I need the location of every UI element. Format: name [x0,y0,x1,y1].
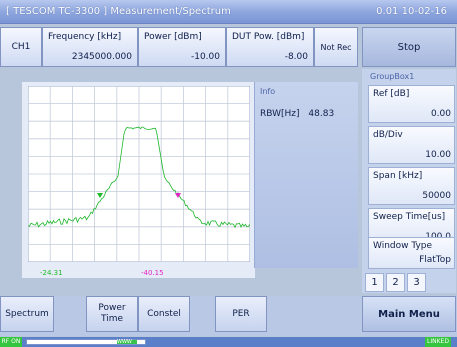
rbw-value: 48.83 [308,109,335,119]
progress-label: WWW [117,339,132,345]
dut-power-label: DUT Pow. [dBm] [232,32,305,42]
not-rec-button[interactable]: Not Rec [314,27,358,67]
title-bar: [ TESCOM TC-3300 ] Measurement/Spectrum … [0,0,457,24]
plot-grid [28,86,250,262]
spectrum-plot [28,86,250,262]
dut-power-value: -8.00 [284,52,308,62]
ref-param-field[interactable]: Ref [dB] 0.00 [368,85,455,123]
side-panel: GroupBox1 Ref [dB] 0.00 dB/Div 10.00 Spa… [362,69,456,293]
datetime: 0.01 10-02-16 [376,6,447,17]
power-time-button-label: Power Time [98,303,126,324]
spectrum-button[interactable]: Spectrum [0,296,54,332]
groupbox-title: GroupBox1 [370,72,415,81]
marker-1-readout: -24.31 [40,269,63,277]
param-label: Ref [dB] [373,89,410,99]
marker-2-readout: -40.15 [141,269,164,277]
window-title: [ TESCOM TC-3300 ] Measurement/Spectrum [6,6,231,17]
param-label: Sweep Time[us] [373,212,446,222]
rf-status-badge: RF ON [0,337,22,347]
per-button[interactable]: PER [215,296,267,332]
main-menu-button[interactable]: Main Menu [362,296,456,332]
frequency-label: Frequency [kHz] [48,32,122,42]
constel-button[interactable]: Constel [138,296,190,332]
param-value: 0.00 [430,109,451,119]
param-label: Span [kHz] [373,171,423,181]
marker-2-icon[interactable] [175,193,181,198]
power-field[interactable]: Power [dBm] -10.00 [138,27,226,67]
channel-button[interactable]: CH1 [0,27,42,67]
param-label: dB/Div [373,130,403,140]
info-title: Info [260,87,276,96]
power-time-button[interactable]: Power Time [86,296,138,332]
progress-fill [117,340,137,344]
link-status-badge: LINKED [425,337,451,347]
status-bar: RF ON WWW LINKED [0,337,457,347]
stop-label: Stop [397,41,421,53]
page-tab-3[interactable]: 3 [407,273,426,292]
span-param-field[interactable]: Span [kHz] 50000 [368,167,455,205]
stop-button[interactable]: Stop [362,27,456,67]
spectrum-plot-panel [22,82,255,278]
power-value: -10.00 [190,52,220,62]
page-tab-label: 3 [413,277,420,288]
page-tab-2[interactable]: 2 [386,273,405,292]
dut-power-field[interactable]: DUT Pow. [dBm] -8.00 [226,27,314,67]
rbw-label: RBW[Hz] [260,109,300,119]
constel-button-label: Constel [147,308,181,319]
param-label: Window Type [373,241,433,251]
main-menu-label: Main Menu [378,308,440,320]
spectrum-trace [28,126,250,229]
info-panel: Info RBW[Hz] 48.83 [254,82,358,268]
page-tab-1[interactable]: 1 [365,273,384,292]
param-value: 10.00 [425,150,451,160]
marker-1-icon[interactable] [97,193,103,198]
param-value: FlatTop [419,255,451,265]
rbw-readout: RBW[Hz] 48.83 [260,109,334,119]
window-type-param-field[interactable]: Window Type FlatTop [368,237,455,269]
spectrum-button-label: Spectrum [5,308,49,319]
not-rec-label: Not Rec [320,42,352,52]
page-tab-label: 1 [371,277,378,288]
power-label: Power [dBm] [144,32,202,42]
param-value: 50000 [422,191,451,201]
db-div-param-field[interactable]: dB/Div 10.00 [368,126,455,164]
channel-label: CH1 [11,42,31,52]
frequency-value: 2345000.000 [71,52,132,62]
page-tab-label: 2 [392,277,399,288]
bottom-toolbar: Spectrum Power Time Constel PER Main Men… [0,296,457,336]
frequency-field[interactable]: Frequency [kHz] 2345000.000 [42,27,138,67]
progress-bar [26,339,146,345]
per-button-label: PER [232,308,250,319]
